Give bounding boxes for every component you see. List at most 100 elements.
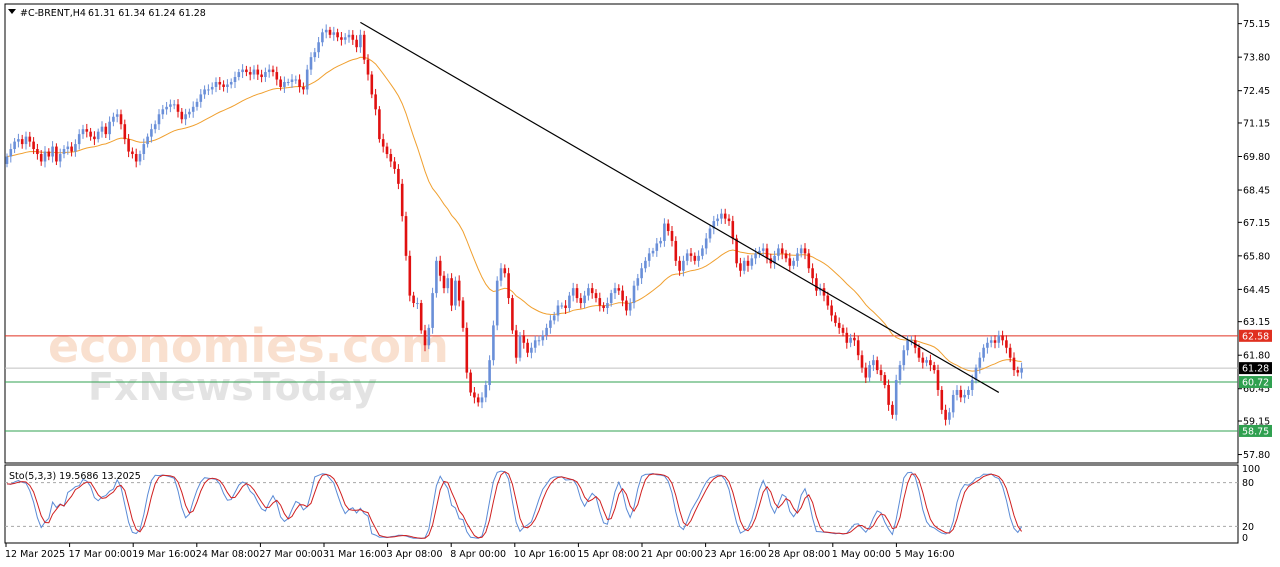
candle [1005, 335, 1008, 354]
candle-body [1001, 335, 1004, 341]
candle [362, 30, 366, 65]
candle-body [233, 77, 237, 82]
candle-body [917, 347, 921, 358]
price-tick-label: 59.15 [1243, 417, 1270, 428]
candle-body [750, 258, 754, 266]
candle [932, 361, 936, 374]
candle [712, 215, 716, 235]
candle [245, 65, 248, 77]
candle-body [602, 305, 605, 309]
candle [195, 98, 199, 111]
candle [328, 26, 332, 39]
candle-body [507, 273, 510, 299]
candle-body [1016, 370, 1020, 373]
candle-body [849, 337, 852, 343]
candle-body [96, 131, 100, 140]
candle [39, 150, 43, 166]
candle [203, 85, 206, 99]
price-tick-label: 61.80 [1243, 351, 1270, 362]
candle-body [366, 59, 370, 75]
candle-body [777, 248, 780, 256]
ma-line [6, 56, 1022, 372]
candle [970, 374, 974, 396]
candle [66, 141, 70, 155]
candle-body [910, 340, 913, 342]
candle-body [970, 380, 974, 390]
candle-body [70, 146, 73, 152]
candle [85, 123, 89, 138]
candle-body [343, 37, 347, 40]
candle [233, 71, 237, 88]
candle [670, 226, 674, 247]
candle [499, 263, 503, 287]
candle [788, 252, 792, 272]
candle [134, 148, 138, 168]
candle [142, 138, 146, 161]
candle-body [286, 81, 290, 83]
candle [974, 364, 978, 384]
candle-body [488, 360, 491, 386]
candle-body [986, 342, 989, 348]
candle-body [864, 367, 868, 378]
price-tick-label: 60.45 [1243, 384, 1270, 395]
candle [336, 28, 339, 42]
candle [849, 333, 852, 348]
candle-body [632, 285, 636, 304]
candle-body [169, 104, 172, 107]
candle-body [883, 375, 887, 386]
price-tick-label: 71.15 [1243, 118, 1270, 129]
candle-body [951, 394, 955, 413]
price-tick-label: 67.15 [1243, 218, 1270, 229]
candle [127, 134, 130, 158]
candle [131, 147, 134, 159]
candle [374, 88, 377, 116]
candle-body [134, 154, 138, 162]
candle [906, 335, 909, 356]
candle-body [647, 253, 651, 261]
candle-body [24, 136, 28, 145]
candle-body [77, 134, 81, 145]
candle-body [537, 340, 541, 342]
candle [883, 372, 887, 389]
trendline[interactable] [360, 21, 1000, 393]
candle [875, 356, 879, 375]
candle-body [967, 389, 970, 395]
candle-body [511, 298, 514, 331]
candle [651, 247, 655, 257]
candle-body [773, 255, 776, 264]
candle [929, 354, 932, 372]
candle [982, 344, 985, 362]
candle [951, 390, 955, 418]
triangle-down-icon[interactable] [8, 9, 16, 14]
time-tick-label: 31 Mar 16:00 [323, 549, 386, 560]
price-tags: 62.58 61.28 60.72 58.75 [1239, 329, 1272, 437]
candle-body [997, 335, 1001, 343]
candle-body [469, 372, 472, 393]
candle [807, 249, 811, 273]
candle [758, 246, 761, 258]
candle-body [906, 340, 909, 351]
candle-body [845, 332, 849, 343]
candle [780, 243, 784, 260]
candle-body [184, 114, 187, 120]
candle-body [674, 240, 678, 261]
candle [461, 297, 465, 332]
candle [70, 142, 73, 157]
candle-body [799, 248, 803, 254]
candle [355, 35, 358, 53]
candle [218, 76, 222, 90]
trendline-group[interactable] [360, 21, 1000, 393]
candle [279, 76, 282, 91]
candle-body [17, 139, 20, 142]
candle [138, 150, 142, 166]
candle-body [473, 392, 476, 398]
candle-body [237, 72, 241, 78]
candle [594, 289, 598, 303]
candle-body [108, 121, 111, 135]
candle [761, 243, 765, 257]
candle-body [290, 79, 294, 82]
candle-body [982, 347, 985, 358]
candle-body [146, 136, 149, 145]
candle [488, 355, 491, 391]
